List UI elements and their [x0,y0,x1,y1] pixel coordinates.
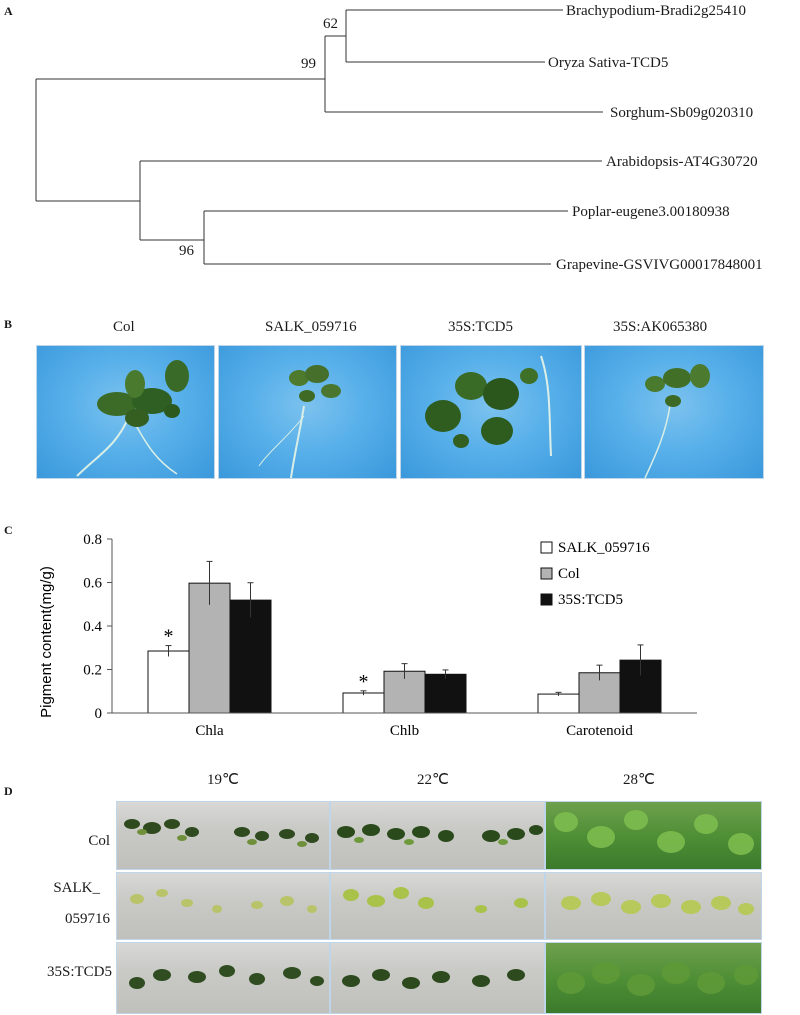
seedling-image [644,364,710,478]
plate-salk-22c [330,872,545,940]
seedling-column-label: SALK_059716 [265,319,357,335]
genotype-row-label: 35S:TCD5 [46,964,112,980]
plate-image [129,965,324,989]
y-tick-label: 0 [95,706,103,722]
plate-image [561,892,754,915]
tree-leaf-label: Brachypodium-Bradi2g25410 [566,3,746,19]
significance-mark: * [164,626,174,648]
plate-35s-22c [330,942,545,1014]
plate-image [343,887,528,913]
bar [424,673,467,714]
plate-col-28c [545,801,762,870]
x-tick-label: Chlb [390,723,419,739]
seedling-photo-35s-tcd5 [400,345,582,479]
genotype-row-label: SALK_ [53,880,100,896]
seedling-column-label: Col [113,319,135,335]
plate-image [124,819,319,847]
legend-label: SALK_059716 [558,540,650,556]
plate-35s-28c [545,942,762,1014]
y-axis-label: Pigment content(mg/g) [38,566,55,718]
temperature-label: 22℃ [417,772,449,788]
bar [537,693,580,714]
tree-leaf-label: Oryza Sativa-TCD5 [548,55,668,71]
phylogenetic-tree: Brachypodium-Bradi2g25410 Oryza Sativa-T… [35,3,763,273]
bar [342,692,385,714]
y-tick-label: 0.6 [83,576,102,592]
x-tick-label: Chla [195,723,224,739]
plate-salk-19c [116,872,330,940]
y-tick-label: 0.8 [83,532,102,548]
plate-image [557,962,758,996]
legend-swatch [540,593,553,606]
tree-leaf-label: Sorghum-Sb09g020310 [610,105,753,121]
tree-leaf-label: Grapevine-GSVIVG00017848001 [556,257,763,273]
bar [147,650,190,714]
seedling-image [425,355,552,457]
plate-image [337,824,543,845]
bootstrap-value: 96 [179,243,195,259]
plate-col-22c [330,801,545,870]
panel-label-b: B [4,317,13,331]
pigment-bar-chart: Pigment content(mg/g) 0 0.2 0.4 0.6 0.8 * * C… [38,532,697,739]
tree-leaf-label: Poplar-eugene3.00180938 [572,204,730,220]
plate-image [130,889,317,913]
plate-col-19c [116,801,330,870]
seedling-column-label: 35S:TCD5 [448,319,514,335]
temperature-label: 19℃ [207,772,239,788]
x-tick-label: Carotenoid [566,723,633,739]
panel-label-c: C [4,523,13,537]
seedling-image [76,360,189,477]
panel-label-d: D [4,784,13,798]
genotype-row-label: Col [88,833,110,849]
legend-label: Col [558,566,580,582]
plate-35s-19c [116,942,330,1014]
temperature-label: 28℃ [623,772,655,788]
seedling-image [258,365,341,478]
panel-label-a: A [4,4,13,18]
y-tick-label: 0.2 [83,663,102,679]
plate-image [342,969,525,989]
seedling-column-label: 35S:AK065380 [613,319,708,335]
plate-image [554,810,754,855]
genotype-row-label: 059716 [65,911,110,927]
legend-swatch [540,567,553,580]
seedling-photo-salk [218,345,397,479]
legend-label: 35S:TCD5 [558,592,623,608]
plate-salk-28c [545,872,762,940]
legend-swatch [540,541,553,554]
significance-mark: * [359,671,369,693]
tree-leaf-label: Arabidopsis-AT4G30720 [606,154,758,170]
bootstrap-value: 99 [301,56,316,72]
seedling-photo-35s-ak065380 [584,345,764,479]
y-tick-label: 0.4 [83,619,102,635]
bootstrap-value: 62 [323,16,338,32]
seedling-photo-col [36,345,215,479]
